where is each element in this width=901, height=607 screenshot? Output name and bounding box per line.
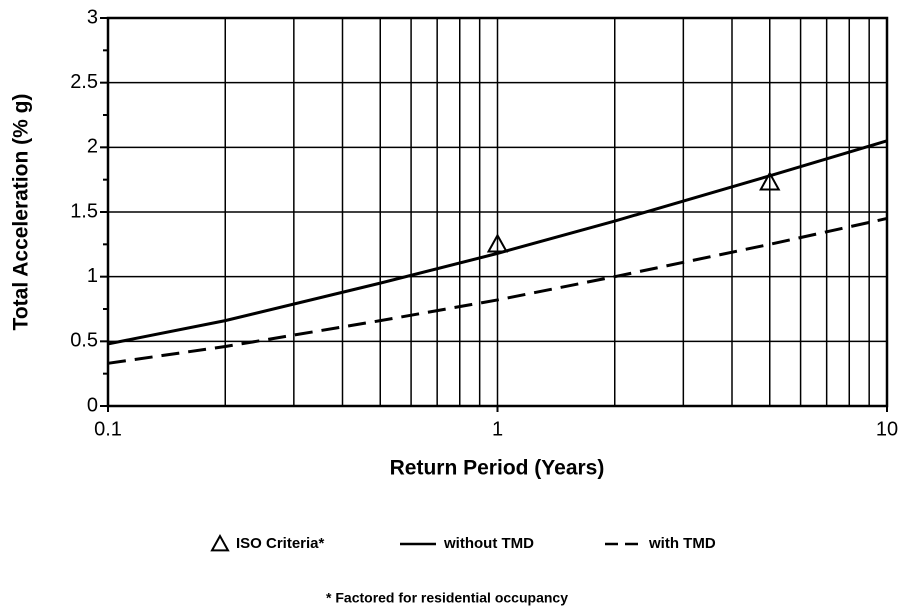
x-tick-label: 1 xyxy=(492,418,503,440)
y-tick-label: 1 xyxy=(87,265,98,287)
y-tick-label: 3 xyxy=(87,6,98,28)
iso-marker xyxy=(759,171,781,191)
x-tick-label: 10 xyxy=(876,418,898,440)
y-tick-label: 2.5 xyxy=(70,71,98,93)
y-axis-label: Total Acceleration (% g) xyxy=(10,94,33,331)
series-line xyxy=(107,139,888,346)
legend-label: without TMD xyxy=(443,535,534,552)
y-tick-label: 2 xyxy=(87,136,98,158)
y-tick-label: 0.5 xyxy=(70,330,98,352)
y-tick-label: 1.5 xyxy=(70,200,98,222)
footnote: * Factored for residential occupancy xyxy=(326,590,568,606)
legend-symbol xyxy=(210,533,230,552)
plot-frame xyxy=(106,16,889,408)
x-tick-label: 0.1 xyxy=(94,418,122,440)
legend-label: with TMD xyxy=(648,535,716,552)
y-tick-label: 0 xyxy=(87,394,98,416)
x-axis-label: Return Period (Years) xyxy=(390,457,605,480)
iso-marker xyxy=(486,233,509,253)
series-line xyxy=(107,217,888,365)
legend-label: ISO Criteria* xyxy=(236,535,325,552)
